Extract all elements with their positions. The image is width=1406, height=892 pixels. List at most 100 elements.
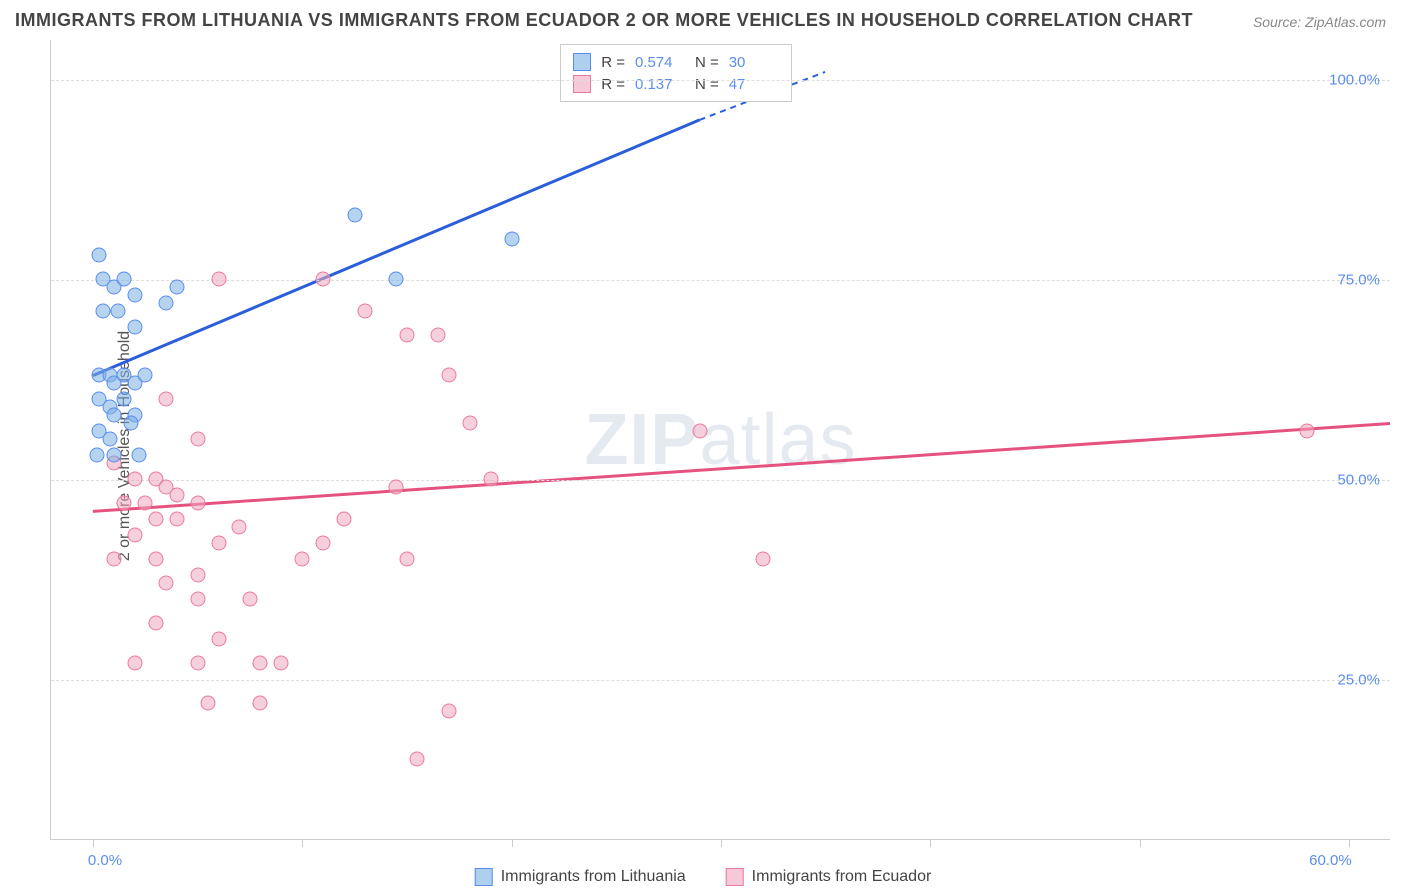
legend-item-blue: Immigrants from Lithuania [475, 868, 686, 886]
data-point [211, 632, 226, 647]
data-point [127, 320, 142, 335]
data-point [253, 696, 268, 711]
data-point [441, 368, 456, 383]
y-tick-label: 75.0% [1337, 272, 1380, 289]
x-tick [721, 839, 722, 847]
stat-n-label: N = [695, 54, 719, 71]
x-tick-label-end: 60.0% [1309, 852, 1352, 869]
stat-r-label: R = [601, 76, 625, 93]
stat-r-blue: 0.574 [635, 54, 685, 71]
stat-n-label: N = [695, 76, 719, 93]
data-point [337, 512, 352, 527]
data-point [131, 448, 146, 463]
data-point [117, 496, 132, 511]
stat-n-blue: 30 [729, 54, 779, 71]
x-tick [1349, 839, 1350, 847]
swatch-blue-icon [573, 53, 591, 71]
data-point [441, 704, 456, 719]
data-point [111, 304, 126, 319]
stat-r-label: R = [601, 54, 625, 71]
chart-container: IMMIGRANTS FROM LITHUANIA VS IMMIGRANTS … [0, 0, 1406, 892]
data-point [211, 536, 226, 551]
x-tick [1140, 839, 1141, 847]
data-point [159, 576, 174, 591]
data-point [190, 568, 205, 583]
data-point [190, 592, 205, 607]
data-point [148, 616, 163, 631]
y-tick-label: 50.0% [1337, 472, 1380, 489]
data-point [138, 496, 153, 511]
gridline-h [51, 280, 1390, 281]
data-point [159, 392, 174, 407]
data-point [127, 528, 142, 543]
data-point [92, 248, 107, 263]
x-tick [302, 839, 303, 847]
legend-label-pink: Immigrants from Ecuador [752, 868, 932, 886]
legend-stats: R = 0.574 N = 30 R = 0.137 N = 47 [560, 44, 792, 102]
data-point [399, 552, 414, 567]
watermark: ZIPatlas [584, 399, 856, 481]
data-point [190, 432, 205, 447]
data-point [102, 432, 117, 447]
data-point [399, 328, 414, 343]
data-point [431, 328, 446, 343]
data-point [169, 280, 184, 295]
data-point [504, 232, 519, 247]
data-point [483, 472, 498, 487]
gridline-h [51, 680, 1390, 681]
stat-n-pink: 47 [729, 76, 779, 93]
plot-area: ZIPatlas R = 0.574 N = 30 R = 0.137 N = … [50, 40, 1390, 840]
data-point [106, 448, 121, 463]
y-tick-label: 25.0% [1337, 672, 1380, 689]
data-point [96, 304, 111, 319]
data-point [190, 496, 205, 511]
chart-title: IMMIGRANTS FROM LITHUANIA VS IMMIGRANTS … [15, 10, 1193, 31]
legend-label-blue: Immigrants from Lithuania [501, 868, 686, 886]
legend-stats-row-pink: R = 0.137 N = 47 [573, 73, 779, 95]
data-point [117, 272, 132, 287]
x-tick [512, 839, 513, 847]
data-point [316, 536, 331, 551]
data-point [253, 656, 268, 671]
data-point [755, 552, 770, 567]
data-point [347, 208, 362, 223]
data-point [138, 368, 153, 383]
data-point [169, 488, 184, 503]
data-point [211, 272, 226, 287]
data-point [274, 656, 289, 671]
data-point [106, 552, 121, 567]
data-point [148, 552, 163, 567]
data-point [1300, 424, 1315, 439]
stat-r-pink: 0.137 [635, 76, 685, 93]
data-point [159, 296, 174, 311]
data-point [358, 304, 373, 319]
data-point [462, 416, 477, 431]
gridline-h [51, 80, 1390, 81]
y-tick-label: 100.0% [1329, 72, 1380, 89]
data-point [148, 512, 163, 527]
data-point [242, 592, 257, 607]
data-point [127, 472, 142, 487]
trend-lines [51, 40, 1390, 839]
data-point [201, 696, 216, 711]
data-point [295, 552, 310, 567]
data-point [389, 480, 404, 495]
data-point [90, 448, 105, 463]
data-point [127, 656, 142, 671]
watermark-prefix: ZIP [584, 400, 699, 480]
legend-stats-row-blue: R = 0.574 N = 30 [573, 51, 779, 73]
legend-series: Immigrants from Lithuania Immigrants fro… [475, 868, 932, 886]
swatch-blue-icon [475, 868, 493, 886]
data-point [316, 272, 331, 287]
x-tick [93, 839, 94, 847]
legend-item-pink: Immigrants from Ecuador [726, 868, 932, 886]
watermark-suffix: atlas [699, 400, 856, 480]
swatch-pink-icon [573, 75, 591, 93]
data-point [389, 272, 404, 287]
gridline-h [51, 480, 1390, 481]
x-tick [930, 839, 931, 847]
swatch-pink-icon [726, 868, 744, 886]
data-point [232, 520, 247, 535]
data-point [117, 392, 132, 407]
data-point [127, 288, 142, 303]
